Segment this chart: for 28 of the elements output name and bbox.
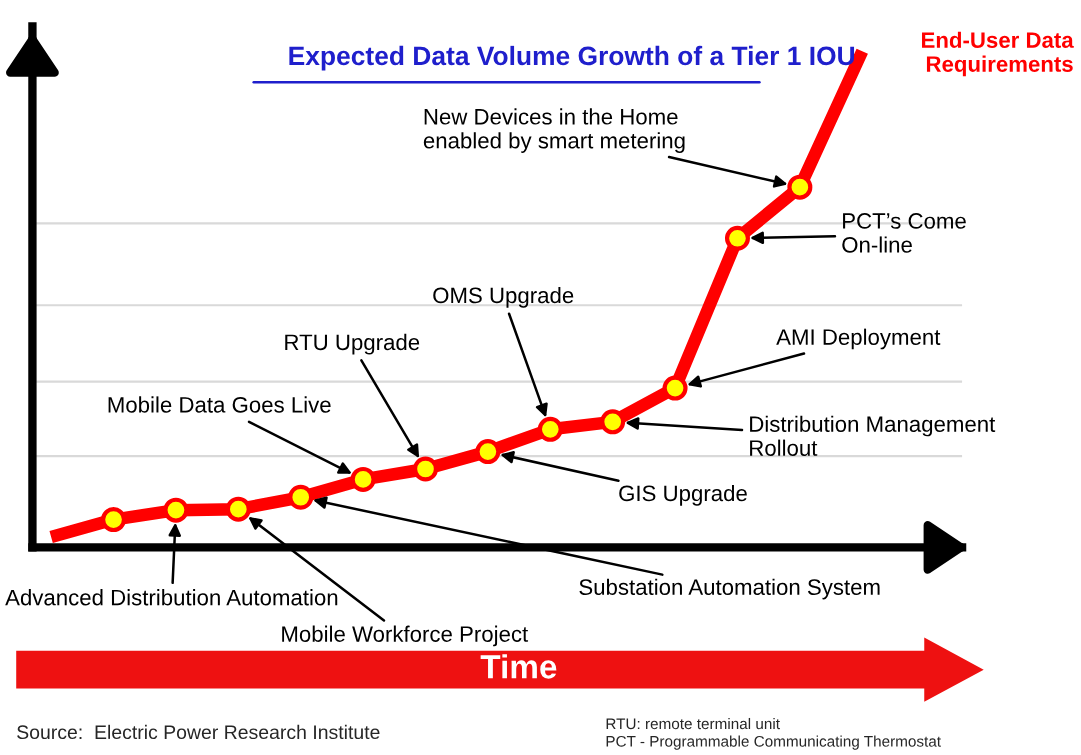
point: [350, 466, 376, 492]
chart-title: Expected Data Volume Growth of a Tier 1 IOU: [289, 45, 855, 71]
text: End-User Data Requirements: [922, 31, 1074, 77]
text: RTU: remote terminal unit PCT - Programmable Communicating Thermostat: [606, 717, 941, 750]
point: [413, 456, 439, 482]
annotation: Mobile Data Goes Live: [108, 396, 331, 413]
source-note: Source: Electric Power Research Institute: [17, 724, 380, 740]
text: Substation Automation System: [579, 578, 880, 600]
annotation: Distribution Management Rollout: [750, 415, 996, 456]
point: [163, 497, 189, 523]
annotation: New Devices in the Home enabled by smart metering: [423, 108, 685, 153]
annotation: GIS Upgrade: [619, 484, 747, 506]
point: [225, 496, 251, 522]
point: [475, 439, 501, 465]
point: [662, 375, 688, 401]
annotation: OMS Upgrade: [433, 286, 574, 308]
point: [724, 225, 750, 251]
text: Mobile Workforce Project: [282, 625, 529, 647]
annotation: RTU Upgrade: [285, 333, 420, 355]
x-axis-title: Time: [480, 654, 557, 679]
point: [787, 174, 813, 200]
point: [600, 409, 626, 435]
point: [537, 416, 563, 442]
text: Advanced Distribution Automation: [5, 589, 338, 606]
annotation: AMI Deployment: [776, 328, 941, 350]
annotation: PCT’s Come On-line: [842, 213, 966, 253]
point: [288, 484, 314, 510]
point: [101, 507, 127, 533]
